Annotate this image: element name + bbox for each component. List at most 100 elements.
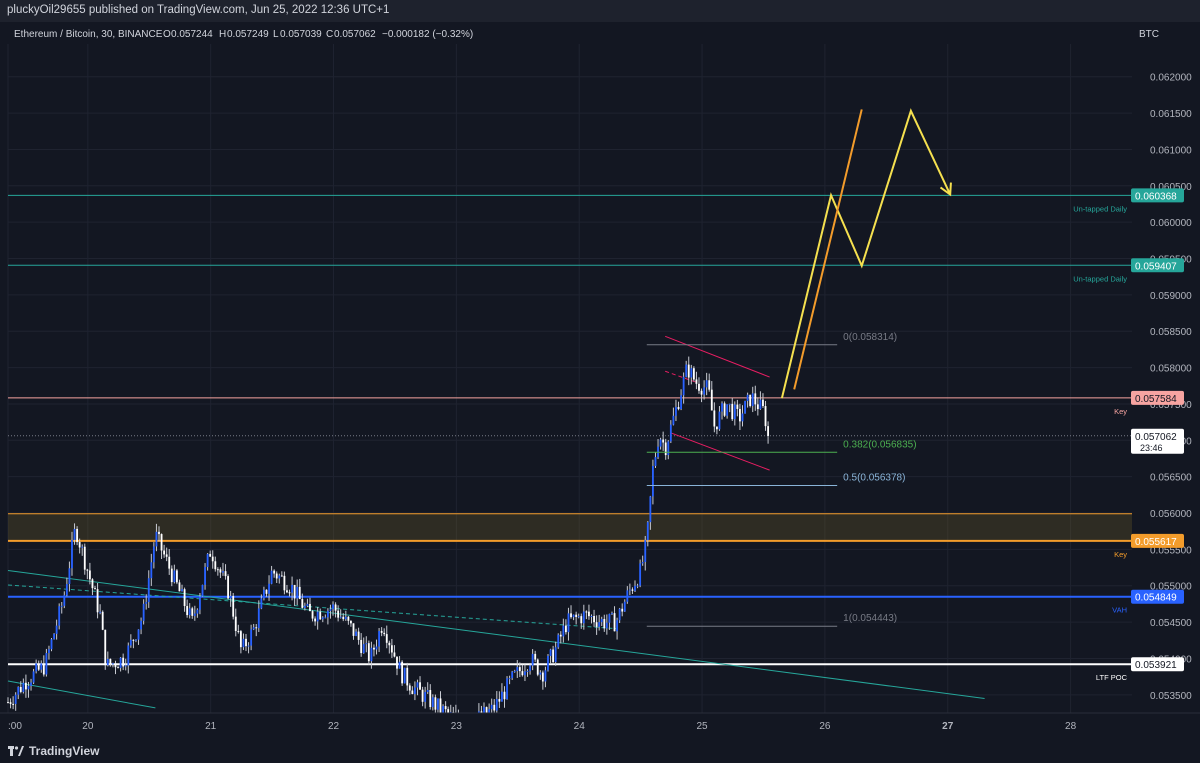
candle [232, 592, 235, 620]
candle [618, 607, 621, 624]
price-chart[interactable]: Un-tapped Daily Un-tapped Daily Key Key VAH L… [0, 22, 1200, 742]
candle-body [662, 439, 665, 443]
candle-body [759, 399, 762, 410]
candle [193, 605, 196, 621]
fib-level-label: 1(0.054443) [843, 613, 897, 624]
candle-body [580, 616, 583, 624]
candle-body [613, 613, 616, 632]
candle-body [262, 589, 265, 599]
candle-body [488, 709, 491, 714]
candle [398, 656, 401, 669]
candle [616, 617, 619, 640]
candle [628, 583, 631, 596]
candle-body [50, 639, 53, 650]
candle-body [559, 634, 562, 637]
candle [173, 564, 176, 584]
publish-info: pluckyOil29655 published on TradingView.… [7, 4, 390, 16]
candle [733, 401, 736, 426]
candle [611, 611, 613, 616]
candle-body [309, 603, 311, 612]
candle [135, 639, 137, 643]
candle [88, 562, 91, 585]
candle-body [48, 649, 50, 654]
candle-body [186, 606, 189, 616]
candle-body [677, 406, 680, 410]
fib-level-label: 0.382(0.056835) [843, 439, 916, 450]
candle [147, 570, 150, 608]
candle [124, 658, 127, 671]
candle-body [495, 698, 498, 711]
candle-body [623, 601, 626, 612]
price-tick-label: 0.059000 [1150, 291, 1192, 302]
candle-body [373, 647, 375, 650]
candle [145, 594, 148, 610]
candle-body [219, 569, 222, 573]
candle [690, 364, 693, 385]
candle-body [150, 562, 153, 579]
candle [362, 637, 365, 654]
candle [721, 401, 723, 420]
candle-body [634, 585, 636, 591]
candle [181, 584, 183, 592]
projection-arrowhead [939, 182, 952, 197]
candle [170, 565, 173, 587]
candle-body [283, 575, 286, 591]
candle-body [155, 531, 158, 547]
time-axis[interactable]: :00 20 21 22 23 24 25 26 27 28 [0, 712, 1200, 742]
candle [309, 597, 311, 612]
candle [692, 366, 695, 382]
candle-body [252, 627, 255, 630]
tradingview-logo[interactable]: TradingView [8, 744, 99, 758]
candle-body [756, 404, 759, 410]
candle-body [442, 706, 444, 713]
candle-body [721, 403, 723, 412]
trendline [665, 370, 697, 383]
fib-level-label: 0(0.058314) [843, 332, 897, 343]
trendline [671, 432, 770, 471]
candle [703, 380, 706, 400]
candle [288, 589, 291, 597]
candle [78, 538, 81, 554]
candle-body [726, 404, 729, 416]
candle [319, 608, 322, 620]
price-tick-label: 0.061000 [1150, 145, 1192, 156]
level-tag: Key [1114, 407, 1127, 416]
candle-body [35, 663, 38, 672]
candle [731, 398, 734, 421]
candle-body [129, 639, 132, 646]
candle-body [119, 657, 122, 668]
candle [278, 573, 281, 584]
candle-body [564, 625, 567, 633]
candle-body [390, 645, 393, 653]
candle [598, 614, 601, 631]
candle [408, 683, 411, 695]
candle-body [104, 629, 107, 666]
key-zone-layer [8, 513, 1132, 541]
candle-body [754, 393, 757, 405]
candle-body [60, 605, 63, 607]
candle-body [32, 671, 35, 683]
candle [501, 683, 503, 702]
candle-body [524, 671, 526, 676]
candle [137, 629, 140, 645]
candle-body [94, 588, 96, 590]
candle [426, 682, 429, 694]
candle-body [214, 561, 217, 570]
candle [608, 613, 611, 630]
candle [503, 686, 506, 708]
candle-body [380, 631, 383, 633]
candle-body [731, 403, 734, 420]
candle-body [490, 704, 493, 710]
candle-body [434, 697, 437, 710]
candle [516, 660, 519, 678]
candle-body [357, 631, 360, 640]
candle-body [541, 672, 544, 682]
candle-body [547, 655, 549, 671]
tradingview-logo-icon [8, 746, 24, 756]
candle-body [298, 586, 301, 599]
candle [595, 615, 598, 635]
candle [204, 563, 206, 590]
candle [106, 651, 109, 667]
candle-body [280, 575, 283, 577]
price-axis[interactable]: 0.062000 0.061500 0.061000 0.060500 0.060000… [1131, 22, 1200, 713]
